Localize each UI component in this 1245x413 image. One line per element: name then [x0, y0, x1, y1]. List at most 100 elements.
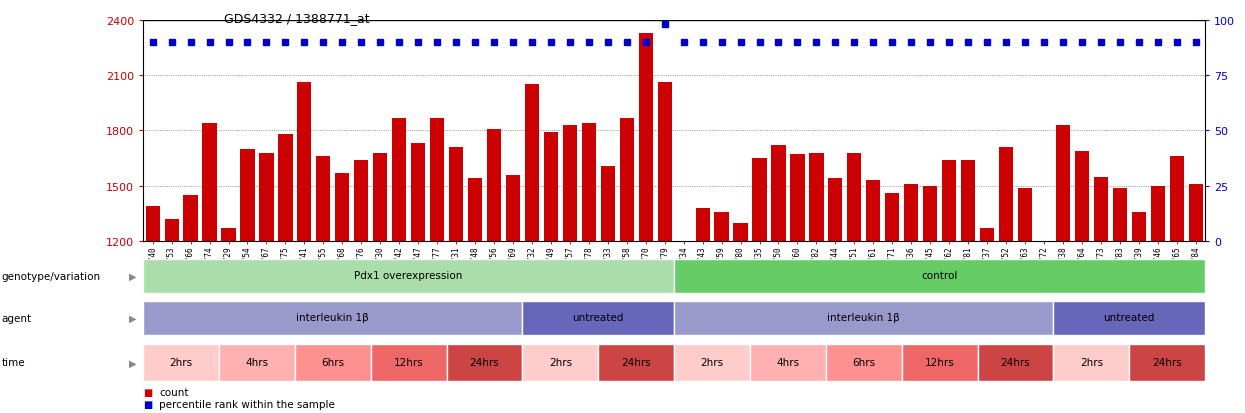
Bar: [523, 344, 599, 381]
Bar: [544, 133, 558, 242]
Bar: [430, 118, 444, 242]
Bar: [977, 344, 1053, 381]
Bar: [1150, 186, 1165, 242]
Bar: [143, 259, 674, 293]
Bar: [599, 344, 675, 381]
Bar: [143, 344, 219, 381]
Text: genotype/variation: genotype/variation: [1, 271, 101, 281]
Bar: [203, 124, 217, 242]
Bar: [374, 153, 387, 242]
Text: 6hrs: 6hrs: [321, 357, 345, 367]
Bar: [696, 209, 710, 242]
Bar: [791, 155, 804, 242]
Bar: [1169, 157, 1184, 242]
Bar: [447, 344, 523, 381]
Bar: [923, 186, 937, 242]
Bar: [639, 33, 652, 242]
Text: GDS4332 / 1388771_at: GDS4332 / 1388771_at: [224, 12, 370, 25]
Bar: [279, 135, 293, 242]
Bar: [143, 301, 523, 335]
Text: 2hrs: 2hrs: [169, 357, 193, 367]
Text: 6hrs: 6hrs: [853, 357, 875, 367]
Bar: [1053, 344, 1129, 381]
Text: ▶: ▶: [129, 271, 137, 281]
Bar: [828, 179, 843, 242]
Text: 24hrs: 24hrs: [621, 357, 651, 367]
Text: ▶: ▶: [129, 358, 137, 368]
Bar: [505, 175, 520, 242]
Bar: [411, 144, 426, 242]
Bar: [164, 220, 179, 242]
Bar: [354, 161, 369, 242]
Bar: [961, 161, 975, 242]
Text: 24hrs: 24hrs: [469, 357, 499, 367]
Text: time: time: [1, 358, 25, 368]
Text: agent: agent: [1, 313, 31, 323]
Bar: [885, 194, 899, 242]
Bar: [772, 146, 786, 242]
Bar: [825, 344, 901, 381]
Text: 12hrs: 12hrs: [925, 357, 955, 367]
Text: 4hrs: 4hrs: [245, 357, 269, 367]
Bar: [581, 124, 596, 242]
Bar: [600, 166, 615, 242]
Bar: [335, 173, 350, 242]
Bar: [674, 344, 749, 381]
Bar: [1018, 188, 1032, 242]
Bar: [1053, 301, 1205, 335]
Bar: [674, 301, 1053, 335]
Text: untreated: untreated: [573, 313, 624, 323]
Text: 12hrs: 12hrs: [393, 357, 423, 367]
Bar: [620, 118, 634, 242]
Bar: [1113, 188, 1127, 242]
Text: ■: ■: [143, 387, 152, 397]
Bar: [240, 150, 254, 242]
Bar: [847, 153, 862, 242]
Text: 4hrs: 4hrs: [777, 357, 799, 367]
Text: 2hrs: 2hrs: [1079, 357, 1103, 367]
Bar: [867, 181, 880, 242]
Bar: [468, 179, 482, 242]
Bar: [183, 196, 198, 242]
Bar: [998, 148, 1013, 242]
Bar: [674, 259, 1205, 293]
Bar: [1056, 126, 1069, 242]
Text: ■: ■: [143, 399, 152, 409]
Bar: [733, 223, 748, 242]
Bar: [371, 344, 447, 381]
Bar: [392, 118, 406, 242]
Bar: [1074, 152, 1089, 242]
Text: untreated: untreated: [1103, 313, 1155, 323]
Text: ▶: ▶: [129, 313, 137, 323]
Text: Pdx1 overexpression: Pdx1 overexpression: [355, 271, 463, 280]
Bar: [1132, 212, 1145, 242]
Text: interleukin 1β: interleukin 1β: [296, 313, 370, 323]
Bar: [749, 344, 825, 381]
Bar: [904, 185, 919, 242]
Bar: [901, 344, 977, 381]
Bar: [222, 229, 235, 242]
Bar: [563, 126, 576, 242]
Text: 24hrs: 24hrs: [1001, 357, 1031, 367]
Text: percentile rank within the sample: percentile rank within the sample: [159, 399, 335, 409]
Text: 2hrs: 2hrs: [701, 357, 723, 367]
Text: 2hrs: 2hrs: [549, 357, 571, 367]
Text: control: control: [921, 271, 957, 280]
Bar: [487, 129, 502, 242]
Bar: [146, 206, 159, 242]
Bar: [295, 344, 371, 381]
Bar: [298, 83, 311, 242]
Bar: [259, 153, 274, 242]
Bar: [1094, 177, 1108, 242]
Text: interleukin 1β: interleukin 1β: [828, 313, 900, 323]
Bar: [980, 229, 995, 242]
Bar: [316, 157, 330, 242]
Bar: [715, 212, 728, 242]
Bar: [1129, 344, 1205, 381]
Bar: [523, 301, 675, 335]
Text: 24hrs: 24hrs: [1153, 357, 1182, 367]
Bar: [1189, 185, 1203, 242]
Text: count: count: [159, 387, 189, 397]
Bar: [942, 161, 956, 242]
Bar: [219, 344, 295, 381]
